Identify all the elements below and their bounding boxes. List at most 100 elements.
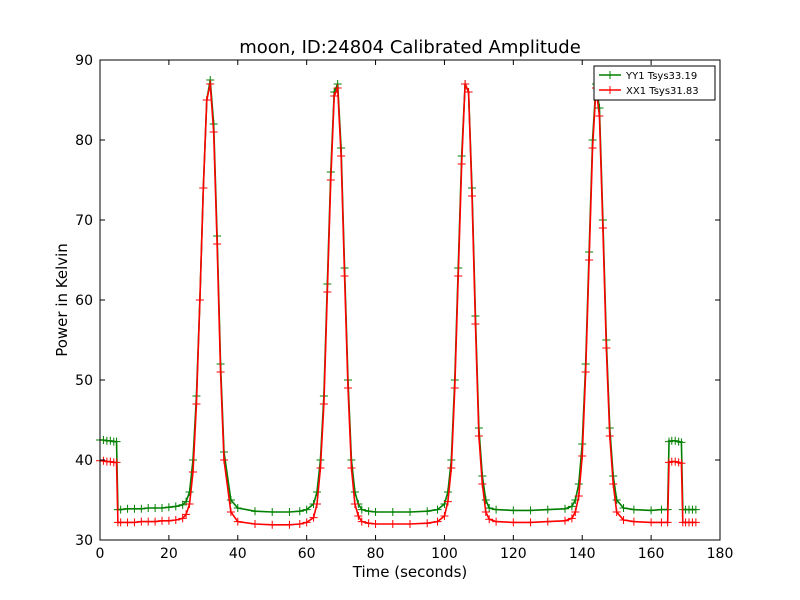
data-point	[561, 504, 569, 513]
x-tick-label: 120	[500, 546, 527, 562]
data-point	[171, 516, 180, 524]
legend-marker	[606, 86, 614, 94]
data-point	[233, 517, 242, 526]
data-point	[99, 436, 108, 444]
data-point	[526, 518, 535, 527]
legend-label: YY1 Tsys33.19	[625, 71, 697, 82]
data-point	[454, 272, 463, 280]
data-point	[316, 464, 325, 472]
y-tick-label: 50	[75, 373, 93, 389]
data-point	[106, 436, 115, 445]
data-point	[144, 504, 153, 512]
data-point	[123, 504, 132, 513]
data-point	[371, 520, 380, 528]
chart-title: moon, ID:24804 Calibrated Amplitude	[239, 37, 581, 58]
data-point	[350, 500, 359, 508]
data-point	[388, 508, 397, 516]
data-point	[220, 456, 228, 464]
data-point	[671, 457, 680, 466]
data-point	[492, 505, 501, 514]
data-point	[285, 520, 294, 529]
data-point	[357, 505, 366, 514]
x-tick-label: 40	[229, 546, 247, 562]
data-point	[509, 506, 518, 515]
data-point	[406, 520, 414, 528]
data-point	[195, 296, 204, 304]
data-point	[457, 160, 466, 168]
data-point	[106, 457, 115, 466]
data-point	[313, 488, 321, 496]
data-point	[226, 508, 235, 516]
data-point	[433, 505, 442, 514]
data-point	[330, 92, 339, 100]
series-line-1	[100, 79, 696, 513]
data-point	[350, 488, 359, 496]
data-point	[588, 144, 597, 152]
data-point	[182, 510, 191, 519]
data-point	[671, 436, 680, 445]
data-point	[561, 516, 569, 525]
data-point	[371, 508, 380, 516]
data-point	[574, 492, 583, 500]
data-point	[464, 88, 473, 96]
data-point	[447, 464, 456, 472]
data-point	[347, 464, 356, 472]
data-point	[423, 519, 432, 528]
data-point	[251, 520, 259, 528]
data-point	[285, 508, 294, 516]
x-axis-label: Time (seconds)	[352, 563, 468, 581]
data-point	[199, 184, 208, 192]
y-tick-label: 60	[75, 293, 93, 309]
x-tick-label: 60	[298, 546, 316, 562]
data-point	[130, 518, 139, 527]
data-point	[485, 515, 494, 524]
data-point	[388, 520, 397, 528]
data-point	[468, 192, 476, 200]
y-tick-label: 80	[75, 133, 93, 149]
data-point	[344, 384, 352, 392]
data-point	[213, 240, 222, 248]
data-point	[151, 504, 160, 512]
data-point	[598, 224, 607, 232]
y-axis-label: Power in Kelvin	[53, 243, 71, 357]
data-point	[485, 504, 494, 512]
series-2	[96, 80, 700, 529]
x-tick-label: 0	[96, 546, 105, 562]
data-point	[313, 500, 321, 508]
data-point	[612, 496, 621, 504]
data-point	[151, 517, 160, 526]
data-point	[585, 256, 594, 264]
data-point	[326, 176, 335, 184]
data-point	[481, 496, 490, 504]
data-point	[116, 518, 125, 527]
legend-item-2: XX1 Tsys31.83	[599, 86, 699, 97]
data-point	[543, 517, 552, 526]
data-point	[691, 505, 700, 514]
data-point	[471, 320, 480, 328]
data-point	[178, 500, 187, 509]
data-point	[268, 508, 277, 516]
data-point	[295, 507, 304, 516]
data-point	[619, 504, 628, 512]
data-point	[602, 344, 611, 352]
x-tick-label: 20	[160, 546, 178, 562]
data-point	[226, 496, 235, 504]
data-point	[164, 503, 173, 512]
data-point	[309, 513, 318, 522]
data-point	[571, 508, 580, 516]
data-point	[209, 128, 218, 136]
data-point	[144, 517, 153, 526]
data-point	[130, 504, 139, 513]
data-point	[423, 507, 432, 516]
data-point	[185, 488, 194, 496]
data-point	[192, 400, 201, 408]
data-point	[323, 288, 332, 296]
data-point	[164, 516, 173, 525]
data-point	[112, 437, 121, 446]
series-line-2	[100, 83, 696, 526]
data-point	[478, 480, 487, 488]
x-tick-label: 140	[569, 546, 596, 562]
data-point	[609, 480, 618, 488]
data-point	[189, 468, 197, 476]
